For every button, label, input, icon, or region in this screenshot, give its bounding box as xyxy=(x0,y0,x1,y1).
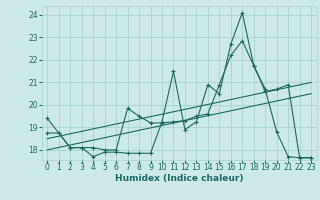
X-axis label: Humidex (Indice chaleur): Humidex (Indice chaleur) xyxy=(115,174,244,183)
